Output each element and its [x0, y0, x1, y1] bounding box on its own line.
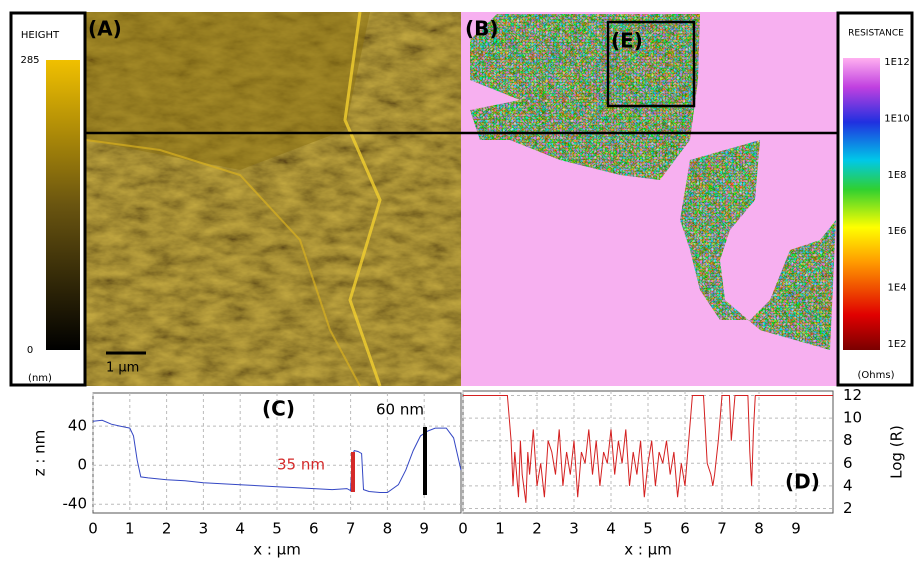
y-tick-label: 4 — [843, 476, 853, 494]
x-tick-label: 2 — [162, 520, 172, 538]
x-tick-label: 1 — [495, 520, 505, 538]
x-tick-label: 7 — [717, 520, 727, 538]
y-tick-label: 12 — [843, 386, 862, 404]
colorbar-tick-label: 0 — [27, 345, 33, 356]
panel-label: (C) — [262, 397, 295, 421]
x-tick-label: 0 — [88, 520, 98, 538]
x-tick-label: 9 — [419, 520, 429, 538]
colorbar-unit: (nm) — [28, 373, 52, 384]
colorbar-tick-label: 1E4 — [887, 283, 906, 294]
x-tick-label: 3 — [199, 520, 209, 538]
colorbar-tick-label: 1E12 — [884, 57, 909, 68]
y-tick-label: -40 — [63, 495, 88, 513]
colorbar — [843, 58, 880, 350]
x-tick-label: 4 — [606, 520, 616, 538]
y-axis-label: Log (R) — [888, 425, 906, 479]
x-tick-label: 3 — [569, 520, 579, 538]
afm-step — [85, 139, 361, 387]
colorbar-unit: (Ohms) — [858, 370, 895, 381]
y-tick-label: 0 — [77, 456, 87, 474]
colorbar-title: RESISTANCE — [848, 29, 904, 39]
annotation: 35 nm — [277, 456, 325, 474]
colorbar-tick-label: 1E8 — [887, 170, 906, 181]
panel-label: (E) — [611, 29, 643, 53]
zoom-box — [606, 20, 696, 108]
colorbar-tick-label: 285 — [20, 55, 39, 66]
y-axis-label: z : nm — [31, 430, 49, 477]
x-tick-label: 6 — [309, 520, 319, 538]
x-tick-label: 4 — [235, 520, 245, 538]
colorbar-tick-label: 1E10 — [884, 113, 909, 124]
x-tick-label: 2 — [532, 520, 542, 538]
y-tick-label: 40 — [68, 417, 87, 435]
x-tick-label: 0 — [458, 520, 468, 538]
x-tick-label: 7 — [346, 520, 356, 538]
x-tick-label: 6 — [680, 520, 690, 538]
x-tick-label: 5 — [272, 520, 282, 538]
afm-step — [343, 11, 382, 387]
y-tick-label: 8 — [843, 431, 853, 449]
y-tick-label: 10 — [843, 409, 862, 427]
panel-label: (A) — [88, 17, 122, 41]
data-line — [463, 395, 833, 503]
colorbar-title: HEIGHT — [21, 30, 60, 41]
x-axis-label: x : µm — [624, 541, 672, 559]
x-tick-label: 8 — [383, 520, 393, 538]
afm-terrace — [86, 12, 370, 170]
y-tick-label: 6 — [843, 454, 853, 472]
scale-bar-label: 1 µm — [106, 361, 139, 376]
colorbar-tick-label: 1E6 — [887, 226, 906, 237]
colorbar-tick-label: 1E2 — [887, 339, 906, 350]
y-tick-label: 2 — [843, 499, 853, 517]
colorbar — [46, 60, 80, 350]
data-line — [92, 419, 462, 493]
panel-label: (B) — [465, 17, 499, 41]
annotation: 60 nm — [376, 401, 424, 419]
x-tick-label: 1 — [125, 520, 135, 538]
x-tick-label: 9 — [791, 520, 801, 538]
x-axis-label: x : µm — [253, 541, 301, 559]
panel-label: (D) — [785, 470, 820, 494]
x-tick-label: 5 — [643, 520, 653, 538]
x-tick-label: 8 — [754, 520, 764, 538]
